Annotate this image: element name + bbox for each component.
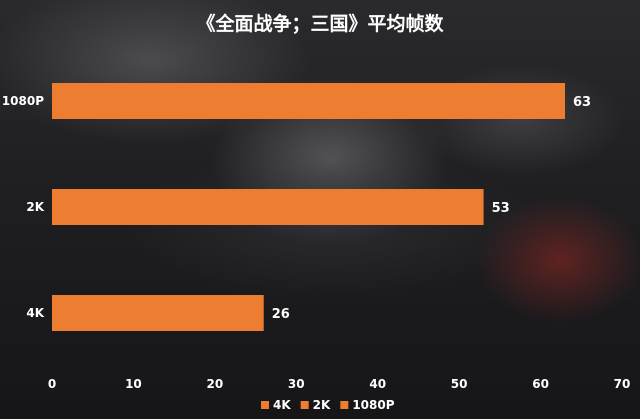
category-label: 2K bbox=[26, 200, 44, 214]
legend-entry: 2K bbox=[313, 398, 331, 412]
legend-entry: 1080P bbox=[352, 398, 394, 412]
x-tick-label: 0 bbox=[48, 377, 56, 391]
x-tick-label: 40 bbox=[369, 377, 386, 391]
bar-2k bbox=[52, 189, 484, 225]
bars-group bbox=[52, 83, 565, 331]
legend-swatch bbox=[261, 401, 269, 409]
bar-1080p bbox=[52, 83, 565, 119]
data-label: 53 bbox=[492, 201, 510, 216]
x-tick-label: 20 bbox=[207, 377, 224, 391]
chart-title: 《全面战争；三国》平均帧数 bbox=[196, 12, 444, 35]
data-label: 63 bbox=[573, 95, 591, 110]
category-label: 1080P bbox=[2, 94, 44, 108]
legend-entry: 4K bbox=[273, 398, 291, 412]
bar-4k bbox=[52, 295, 264, 331]
x-tick-label: 50 bbox=[451, 377, 468, 391]
category-label: 4K bbox=[26, 306, 44, 320]
x-axis-ticks: 0 10 20 30 40 50 60 70 bbox=[48, 377, 631, 391]
x-tick-label: 60 bbox=[532, 377, 549, 391]
data-labels: 63 53 26 bbox=[272, 95, 591, 322]
legend: 4K 2K 1080P bbox=[261, 398, 395, 412]
legend-swatch bbox=[300, 401, 309, 409]
data-label: 26 bbox=[272, 307, 290, 322]
legend-swatch bbox=[340, 401, 349, 409]
x-tick-label: 10 bbox=[125, 377, 142, 391]
category-labels: 1080P 2K 4K bbox=[2, 94, 45, 320]
x-tick-label: 30 bbox=[288, 377, 305, 391]
x-tick-label: 70 bbox=[614, 377, 631, 391]
